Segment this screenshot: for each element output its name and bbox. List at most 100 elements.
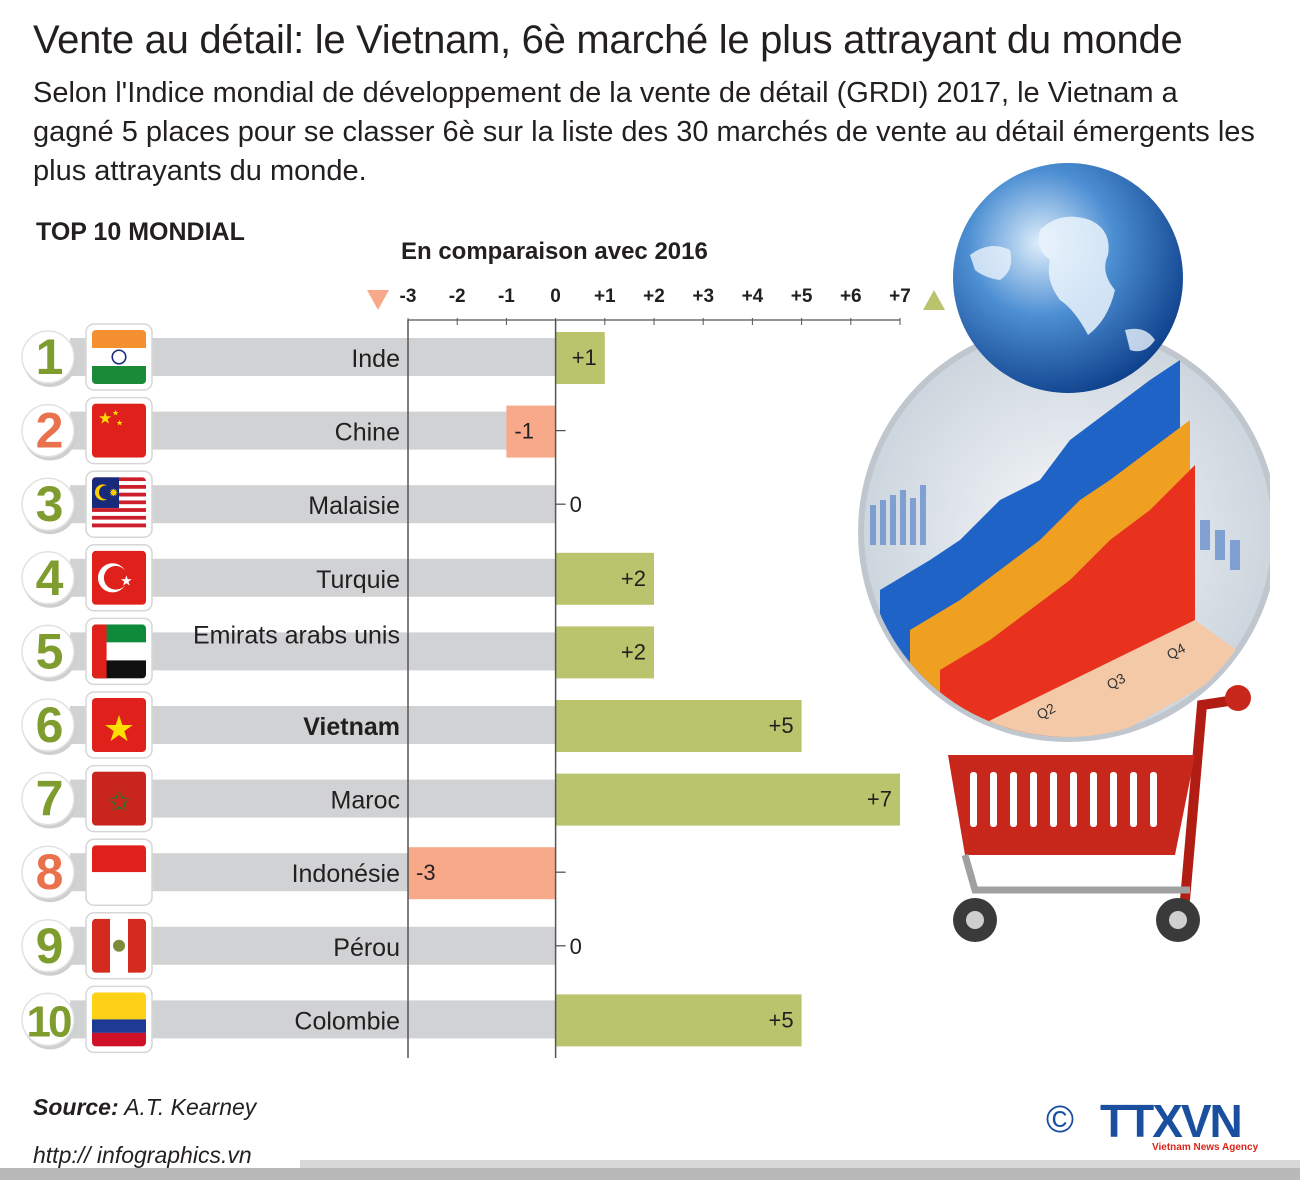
country-label: Indonésie: [292, 860, 400, 888]
source-label: Source:: [33, 1094, 119, 1120]
country-label: Turquie: [316, 566, 400, 594]
bar: [555, 626, 654, 679]
x-tick-label: +7: [889, 286, 911, 307]
row-band-chart: [408, 926, 556, 965]
row-band-chart: [408, 485, 556, 524]
bar: [408, 847, 556, 900]
decrease-triangle-icon: [367, 290, 389, 310]
comparison-label: En comparaison avec 2016: [401, 238, 708, 265]
bar: [555, 700, 802, 752]
rank-number: 9: [36, 918, 62, 974]
x-tick-label: +2: [643, 286, 665, 307]
rank-badge: 3: [21, 476, 77, 535]
source-note: Source: A.T. Kearney: [33, 1094, 256, 1121]
row-band-chart: [408, 632, 556, 671]
svg-text:★: ★: [98, 411, 112, 428]
svg-text:★: ★: [120, 572, 133, 588]
rank-badge: 5: [21, 623, 77, 682]
bar-value-label: -1: [514, 419, 534, 444]
bar-value-label: 0: [570, 934, 582, 959]
bar-value-label: +5: [769, 1007, 794, 1032]
rank-badge: 10: [21, 992, 77, 1050]
logo-subtext: Vietnam News Agency: [1152, 1142, 1259, 1153]
x-tick-label: +5: [791, 286, 813, 307]
rank-badge: 2: [21, 403, 77, 461]
rank-number: 3: [36, 476, 62, 532]
rank-number: 1: [36, 329, 63, 385]
x-tick-label: +6: [840, 286, 862, 307]
page-subtitle: Selon l'Indice mondial de développement …: [33, 77, 1255, 187]
vietnam-flag-icon: ★: [85, 691, 153, 759]
section-label: TOP 10 MONDIAL: [36, 218, 245, 246]
bar: [555, 332, 605, 384]
rank-badge: 1: [21, 329, 77, 387]
row-band-chart: [408, 779, 556, 818]
rank-number: 2: [36, 403, 62, 459]
country-label: Colombie: [294, 1007, 400, 1035]
bar: [555, 773, 900, 826]
rank-number: 8: [36, 844, 63, 900]
row-band-chart: [408, 1000, 556, 1039]
globe-icon: [953, 163, 1183, 393]
bar-value-label: +1: [572, 345, 597, 370]
turkey-flag-icon: ★: [85, 544, 153, 612]
retail-illustration: Q2 Q3 Q4: [858, 163, 1270, 942]
svg-text:★: ★: [116, 419, 123, 428]
morocco-flag-icon: ✩: [85, 764, 153, 833]
country-label: Inde: [351, 345, 400, 373]
logo-text: TTXVN: [1100, 1095, 1241, 1147]
bar-value-label: +5: [769, 713, 794, 738]
x-tick-label: +4: [742, 286, 764, 307]
x-tick-label: -1: [498, 286, 515, 307]
india-flag-icon: [85, 323, 153, 391]
svg-text:★: ★: [112, 409, 119, 418]
increase-triangle-icon: [923, 290, 945, 310]
rank-number: 10: [27, 997, 71, 1046]
rank-number: 5: [36, 623, 63, 679]
country-label: Chine: [335, 419, 400, 447]
bar-value-label: 0: [570, 492, 582, 517]
country-label: Emirats arabs unis: [193, 621, 400, 649]
row-band-chart: [408, 558, 556, 597]
bar: [506, 405, 556, 458]
svg-text:Q3: Q3: [1104, 670, 1128, 693]
peru-flag-icon: [85, 912, 153, 980]
bar-value-label: +2: [621, 639, 646, 664]
bar: [555, 552, 654, 605]
chart-disc-icon: Q2 Q3 Q4: [858, 322, 1270, 742]
svg-text:✩: ✩: [108, 786, 130, 816]
svg-text:★: ★: [103, 708, 135, 749]
rank-number: 6: [36, 697, 62, 753]
rank-badge: 8: [21, 844, 77, 903]
svg-text:Q2: Q2: [1034, 700, 1058, 723]
china-flag-icon: ★ ★★: [85, 396, 153, 465]
indonesia-flag-icon: [85, 838, 153, 906]
rank-badge: 9: [21, 918, 77, 976]
x-tick-label: -2: [449, 286, 466, 307]
rank-number: 4: [36, 550, 64, 606]
footer-band: [0, 1168, 1300, 1180]
svg-text:✹: ✹: [109, 488, 118, 500]
x-tick-label: 0: [550, 286, 561, 307]
source-url: http:// infographics.vn: [33, 1142, 252, 1168]
copyright-symbol: ©: [1046, 1099, 1074, 1141]
rank-badge: 6: [21, 697, 77, 755]
bar-value-label: +2: [621, 566, 646, 591]
uae-flag-icon: [85, 617, 153, 686]
country-label: Maroc: [331, 787, 400, 815]
country-label: Pérou: [333, 934, 400, 962]
row-band-chart: [408, 338, 556, 376]
footer-band-light: [300, 1160, 1300, 1168]
bar-value-label: +7: [867, 787, 892, 812]
rank-badge: 4: [21, 550, 77, 608]
svg-text:Q4: Q4: [1164, 640, 1188, 663]
country-label: Malaisie: [308, 492, 400, 520]
source-value: A.T. Kearney: [124, 1094, 257, 1120]
rank-number: 7: [36, 771, 62, 827]
bar-value-label: -3: [416, 860, 436, 885]
x-tick-label: -3: [400, 286, 417, 307]
row-band-chart: [408, 706, 556, 744]
page-title: Vente au détail: le Vietnam, 6è marché l…: [33, 18, 1183, 62]
x-tick-label: +1: [594, 286, 616, 307]
